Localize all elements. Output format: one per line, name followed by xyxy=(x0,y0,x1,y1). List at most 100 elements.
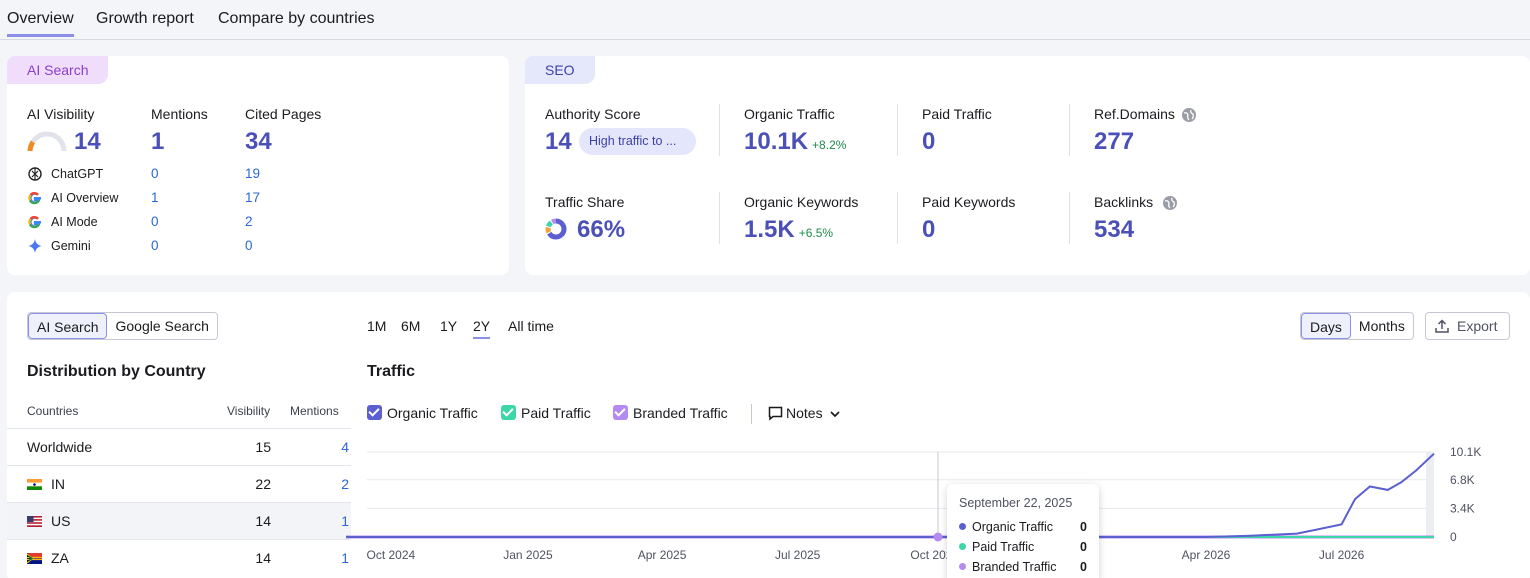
period-2y[interactable]: 2Y xyxy=(473,318,491,339)
backlinks-label: Backlinks xyxy=(1094,194,1154,210)
country-visibility: 22 xyxy=(255,476,271,492)
legend-label: Paid Traffic xyxy=(521,405,591,421)
tab-overview[interactable]: Overview xyxy=(7,10,74,37)
traffic-share-donut-icon xyxy=(545,218,567,240)
visibility-gauge-icon xyxy=(27,131,67,152)
platform-gemini-mentions[interactable]: 0 xyxy=(151,238,159,253)
granularity-months[interactable]: Months xyxy=(1358,318,1405,334)
period-1m[interactable]: 1M xyxy=(367,318,387,334)
country-name: ZA xyxy=(51,550,69,566)
period-1y[interactable]: 1Y xyxy=(440,318,458,334)
country-name: IN xyxy=(51,476,65,492)
paid-traffic-label: Paid Traffic xyxy=(922,106,992,122)
platform-ai-mode-mentions[interactable]: 0 xyxy=(151,214,159,229)
table-row[interactable]: ZA 14 1 xyxy=(7,539,351,576)
x-tick-label: Apr 2026 xyxy=(1182,548,1231,562)
platform-ai-mode-label: AI Mode xyxy=(51,215,98,229)
x-tick-label: Jan 2025 xyxy=(503,548,553,562)
chart-edge xyxy=(1426,452,1434,537)
granularity-days[interactable]: Days xyxy=(1301,313,1351,339)
country-name: Worldwide xyxy=(27,439,93,455)
checkbox-icon xyxy=(613,405,628,420)
platform-chatgpt-cited[interactable]: 19 xyxy=(245,166,261,181)
distribution-title: Distribution by Country xyxy=(27,363,206,380)
country-name: US xyxy=(51,513,71,529)
organic-traffic-delta: +8.2% xyxy=(812,138,847,152)
country-mentions[interactable]: 1 xyxy=(341,513,349,529)
table-row[interactable]: IN 22 2 xyxy=(7,465,351,502)
country-mentions[interactable]: 4 xyxy=(341,439,349,455)
ref-domains-label: Ref.Domains xyxy=(1094,106,1175,122)
tooltip-row-paid: Paid Traffic 0 xyxy=(959,540,1087,554)
toggle-google-search[interactable]: Google Search xyxy=(115,318,209,334)
period-all-time[interactable]: All time xyxy=(508,318,554,334)
x-tick-label: Oct 2024 xyxy=(366,548,415,562)
ai-visibility-value: 14 xyxy=(74,128,101,155)
globe-icon xyxy=(1163,196,1177,210)
organic-keywords-value[interactable]: 1.5K +6.5% xyxy=(744,216,833,244)
globe-icon xyxy=(1182,108,1196,122)
organic-traffic-value[interactable]: 10.1K +8.2% xyxy=(744,128,846,156)
y-tick-label: 10.1K xyxy=(1450,445,1481,459)
organic-keywords-delta: +6.5% xyxy=(798,226,834,240)
platform-ai-overview-label: AI Overview xyxy=(51,191,119,205)
tooltip-value: 0 xyxy=(1080,540,1087,554)
divider xyxy=(719,192,720,244)
col-countries: Countries xyxy=(27,404,79,418)
ai-search-tag: AI Search xyxy=(7,56,109,84)
platform-chatgpt-mentions[interactable]: 0 xyxy=(151,166,159,181)
google-icon xyxy=(28,216,41,229)
country-mentions[interactable]: 2 xyxy=(341,476,349,492)
flag-us-icon xyxy=(27,516,42,527)
backlinks-value[interactable]: 534 xyxy=(1094,216,1135,243)
top-tabs: Overview Growth report Compare by countr… xyxy=(0,0,1530,40)
y-tick-label: 6.8K xyxy=(1450,473,1475,487)
tab-growth-report[interactable]: Growth report xyxy=(96,10,194,27)
platform-gemini-cited[interactable]: 0 xyxy=(245,238,253,253)
divider xyxy=(719,104,720,156)
authority-badge[interactable]: High traffic to ... xyxy=(579,128,696,155)
col-mentions[interactable]: Mentions xyxy=(290,404,339,418)
paid-traffic-value[interactable]: 0 xyxy=(922,128,936,155)
legend-divider xyxy=(751,404,752,424)
legend-organic-traffic[interactable]: Organic Traffic xyxy=(367,405,478,421)
tooltip-value: 0 xyxy=(1080,560,1087,574)
mentions-value: 1 xyxy=(151,128,165,155)
legend-branded-traffic[interactable]: Branded Traffic xyxy=(613,405,728,421)
platform-gemini-label: Gemini xyxy=(51,239,91,253)
seo-card: SEO Authority Score 14 High traffic to .… xyxy=(525,56,1530,275)
platform-ai-overview-cited[interactable]: 17 xyxy=(245,190,261,205)
col-visibility[interactable]: Visibility xyxy=(227,404,271,418)
platform-ai-overview-mentions[interactable]: 1 xyxy=(151,190,159,205)
organic-traffic-label: Organic Traffic xyxy=(744,106,835,122)
divider xyxy=(1069,192,1070,244)
x-tick-label: Apr 2025 xyxy=(638,548,687,562)
table-row[interactable]: Worldwide 15 4 xyxy=(7,428,351,465)
table-row[interactable]: US 14 1 xyxy=(7,502,351,539)
notes-dropdown[interactable]: Notes xyxy=(768,405,841,421)
export-button[interactable]: Export xyxy=(1425,312,1510,340)
ref-domains-value[interactable]: 277 xyxy=(1094,128,1135,155)
tooltip-row-branded: Branded Traffic 0 xyxy=(959,560,1087,574)
paid-keywords-label: Paid Keywords xyxy=(922,194,1016,210)
ai-search-card: AI Search AI Visibility 14 Mentions 1 Ci… xyxy=(7,56,509,275)
divider xyxy=(897,192,898,244)
chart-tooltip: September 22, 2025 Organic Traffic 0 Paid… xyxy=(947,484,1099,578)
country-visibility: 14 xyxy=(255,550,271,566)
traffic-share-label: Traffic Share xyxy=(545,194,625,210)
mentions-label: Mentions xyxy=(151,106,208,122)
platform-ai-mode-cited[interactable]: 2 xyxy=(245,214,253,229)
export-label: Export xyxy=(1457,318,1498,334)
flag-za-icon xyxy=(27,553,42,564)
country-mentions[interactable]: 1 xyxy=(341,550,349,566)
traffic-card: AI Search Google Search Distribution by … xyxy=(7,292,1530,578)
organic-keywords-number: 1.5K xyxy=(744,216,795,243)
organic-traffic-number: 10.1K xyxy=(744,128,809,155)
paid-keywords-value[interactable]: 0 xyxy=(922,216,936,243)
period-6m[interactable]: 6M xyxy=(401,318,421,334)
legend-paid-traffic[interactable]: Paid Traffic xyxy=(501,405,591,421)
ai-visibility-label: AI Visibility xyxy=(27,106,95,122)
tab-compare-by-countries[interactable]: Compare by countries xyxy=(218,10,375,27)
toggle-ai-search[interactable]: AI Search xyxy=(28,313,108,339)
